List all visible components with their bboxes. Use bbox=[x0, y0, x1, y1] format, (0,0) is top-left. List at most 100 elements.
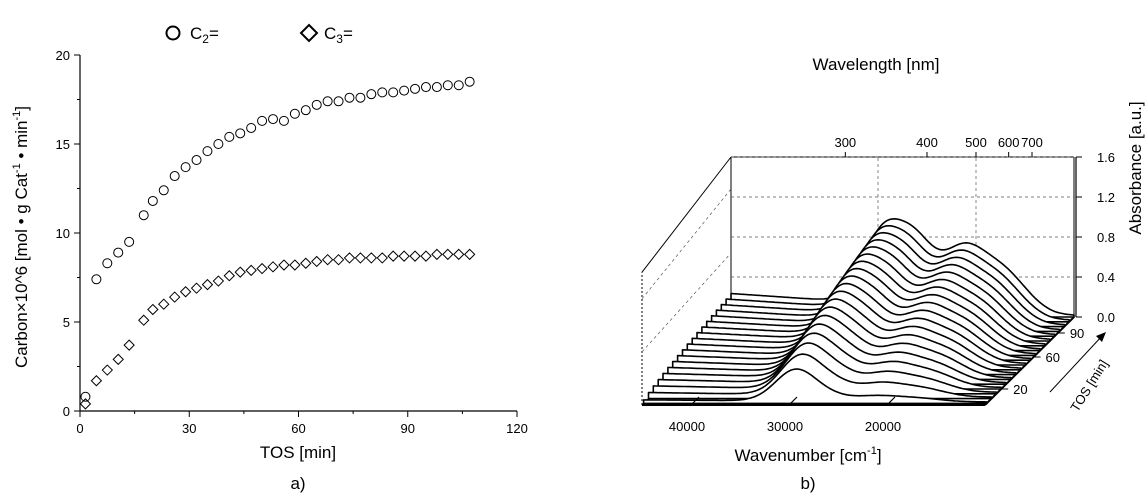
x-tick-label: 120 bbox=[506, 421, 528, 436]
c3-point bbox=[158, 298, 170, 310]
c3-point bbox=[431, 248, 443, 261]
c2-point bbox=[246, 122, 257, 133]
y-tick-label: 5 bbox=[63, 315, 70, 330]
x-axis-label: TOS [min] bbox=[260, 443, 336, 462]
c2-point bbox=[311, 99, 322, 110]
z-axis-label: Absorbance [a.u.] bbox=[1126, 101, 1145, 234]
x-tick-label: 90 bbox=[401, 421, 415, 436]
x-axis-label: Wavenumber [cm-1] bbox=[734, 445, 881, 465]
top-axis-label: Wavelength [nm] bbox=[813, 55, 940, 74]
c3-point bbox=[179, 286, 192, 298]
c3-point bbox=[123, 339, 135, 351]
c3-point bbox=[442, 248, 454, 261]
c3-point bbox=[409, 250, 421, 262]
c2-point bbox=[366, 89, 377, 100]
c3-point bbox=[321, 253, 334, 266]
c3-point bbox=[453, 248, 465, 261]
y-tick-label: 20 bbox=[56, 48, 70, 63]
c2-point bbox=[278, 115, 289, 126]
legend-marker-c3 bbox=[299, 23, 319, 43]
depth-tick-label: 60 bbox=[1046, 350, 1060, 365]
z-tick-label: 0.4 bbox=[1097, 270, 1115, 285]
depth-arrow-head bbox=[1096, 332, 1106, 342]
c2-point bbox=[102, 258, 113, 269]
c2-point bbox=[158, 185, 169, 196]
c2-point bbox=[138, 210, 149, 221]
c3-point bbox=[343, 252, 356, 264]
c2-point bbox=[268, 114, 279, 125]
c3-point bbox=[365, 252, 378, 264]
c2-point bbox=[180, 162, 191, 173]
x-tick-label: 20000 bbox=[865, 419, 901, 434]
top-tick-label: 400 bbox=[916, 135, 938, 150]
top-tick-label: 500 bbox=[965, 135, 987, 150]
c2-point bbox=[113, 247, 124, 258]
x-tick-label: 40000 bbox=[669, 419, 705, 434]
c2-point bbox=[355, 92, 366, 103]
z-tick-label: 1.2 bbox=[1097, 190, 1115, 205]
c3-point bbox=[190, 282, 203, 294]
panel-b-waterfall-chart: 40000 30000 20000 0.0 0.4 0.8 1.2 1.6 300 400 500 6… bbox=[641, 55, 1145, 493]
data-points bbox=[79, 76, 476, 410]
top-tick-label: 600 bbox=[998, 135, 1020, 150]
c2-point bbox=[91, 274, 102, 285]
top-tick-label: 300 bbox=[834, 135, 856, 150]
c3-point bbox=[79, 398, 92, 410]
c2-point bbox=[213, 139, 224, 149]
c2-point bbox=[300, 105, 311, 116]
x-tick-label: 60 bbox=[291, 421, 305, 436]
c3-point bbox=[398, 250, 410, 262]
y-tick-label: 0 bbox=[63, 404, 70, 419]
z-tick-label: 1.6 bbox=[1097, 150, 1115, 165]
y-tick-label: 10 bbox=[56, 226, 70, 241]
legend-label-c3: C3= bbox=[324, 24, 353, 46]
c2-point bbox=[410, 83, 421, 94]
x-tick-label: 0 bbox=[76, 421, 83, 436]
axes: 0 30 60 90 120 0 5 10 15 20 bbox=[56, 48, 528, 436]
c2-point bbox=[257, 115, 268, 126]
legend-marker-c2 bbox=[165, 25, 181, 41]
c3-point bbox=[147, 303, 159, 316]
side-grid-line bbox=[641, 252, 732, 353]
c3-point bbox=[376, 252, 388, 264]
c2-point bbox=[344, 92, 355, 103]
c3-point bbox=[234, 266, 246, 278]
spectrum-curve bbox=[647, 353, 993, 400]
c2-point bbox=[235, 128, 246, 139]
c3-point bbox=[201, 278, 214, 291]
y-tick-label: 15 bbox=[56, 137, 70, 152]
c2-point bbox=[169, 171, 180, 182]
c3-point bbox=[332, 253, 345, 266]
c2-point bbox=[147, 195, 158, 206]
side-grid-line bbox=[641, 188, 732, 299]
depth-arrow-line bbox=[1049, 335, 1103, 393]
c3-point bbox=[387, 250, 399, 262]
c2-point bbox=[224, 131, 235, 142]
c2-point bbox=[420, 82, 431, 93]
c2-point bbox=[464, 76, 475, 87]
y-axis-label: Carbon×10^6 [mol • g Cat-1 • min-1] bbox=[11, 106, 31, 368]
spectrum-curve bbox=[642, 368, 988, 405]
c3-point bbox=[311, 255, 323, 268]
x-tick bbox=[788, 396, 798, 406]
c3-point bbox=[245, 264, 257, 277]
c3-point bbox=[300, 257, 312, 269]
c2-point bbox=[333, 96, 344, 107]
x-tick-label: 30 bbox=[182, 421, 196, 436]
top-tick-label: 700 bbox=[1021, 135, 1043, 150]
z-tick-label: 0.8 bbox=[1097, 230, 1115, 245]
x-tick-label: 30000 bbox=[767, 419, 803, 434]
depth-tick-label: 90 bbox=[1070, 326, 1084, 341]
c3-point bbox=[256, 262, 268, 275]
c3-point bbox=[168, 291, 181, 303]
panel-a-scatter-chart: C2= C3= 0 30 60 90 120 0 5 10 15 20 Carbon×10^6 [… bbox=[11, 23, 528, 493]
c2-point bbox=[191, 155, 202, 166]
c3-point bbox=[90, 375, 103, 387]
c2-point bbox=[80, 391, 91, 402]
c2-point bbox=[377, 87, 388, 98]
c3-point bbox=[278, 259, 290, 271]
depth-tick-label: 20 bbox=[1013, 382, 1027, 397]
spectra-curves bbox=[642, 218, 1075, 405]
c2-point bbox=[399, 85, 410, 96]
